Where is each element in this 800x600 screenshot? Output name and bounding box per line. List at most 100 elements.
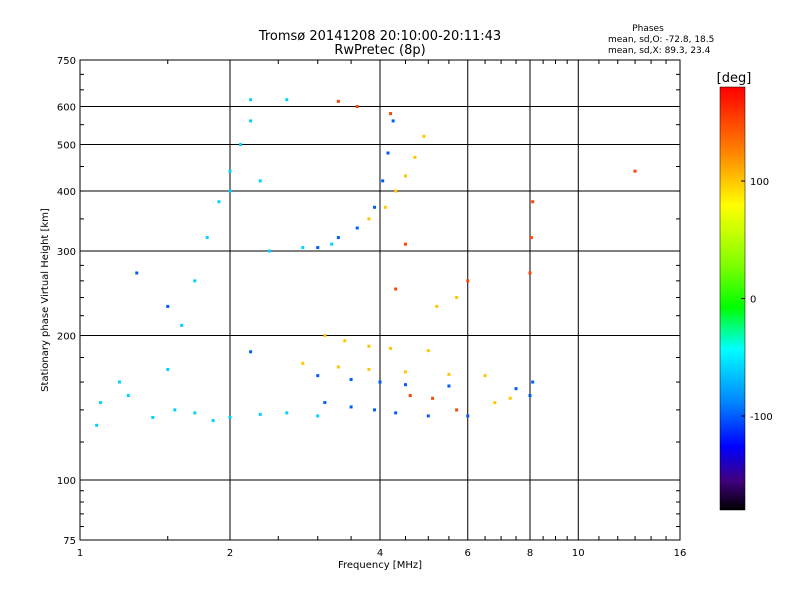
data-point (316, 246, 320, 250)
data-point (355, 226, 359, 230)
data-point (529, 236, 533, 240)
data-point (483, 374, 487, 378)
data-point (367, 344, 371, 348)
y-tick-label: 500 (57, 141, 76, 152)
data-point (228, 169, 232, 173)
data-point (336, 236, 340, 240)
data-point (455, 296, 459, 300)
data-point (426, 414, 430, 418)
data-points (95, 98, 637, 427)
x-tick-label: 8 (527, 548, 533, 559)
data-point (228, 415, 232, 419)
x-tick-label: 4 (377, 548, 383, 559)
data-point (151, 415, 155, 419)
data-point (408, 394, 412, 398)
data-point (228, 189, 232, 193)
y-tick-label: 75 (63, 536, 76, 547)
data-point (403, 174, 407, 178)
data-point (447, 372, 451, 376)
data-point (217, 200, 221, 204)
data-point (403, 383, 407, 387)
data-point (117, 380, 121, 384)
stats-line-x: mean, sd,X: 89.3, 23.4 (608, 46, 711, 56)
data-point (531, 380, 535, 384)
data-point (249, 119, 253, 123)
data-point (323, 401, 327, 405)
y-tick-label: 200 (57, 332, 76, 343)
chart-title: Tromsø 20141208 20:10:00-20:11:43 (258, 29, 501, 44)
data-point (383, 205, 387, 209)
data-point (391, 119, 395, 123)
data-point (166, 367, 170, 371)
y-tick-label: 100 (57, 476, 76, 487)
data-point (633, 169, 637, 173)
x-tick-labels: 1 2 4 6 8 10 16 (77, 548, 687, 559)
data-point (336, 365, 340, 369)
data-point (466, 279, 470, 283)
data-point (386, 151, 390, 155)
x-axis-label: Frequency [MHz] (338, 560, 422, 571)
colorbar-ticks: 100 0 -100 (741, 177, 773, 423)
data-point (355, 105, 359, 109)
y-tick-label: 300 (57, 247, 76, 258)
data-point (166, 304, 170, 308)
data-point (95, 423, 99, 427)
y-tick-label: 750 (57, 56, 76, 67)
data-point (316, 414, 320, 418)
data-point (258, 179, 262, 183)
x-tick-label: 1 (77, 548, 83, 559)
stats-line-o: mean, sd,O: -72.8, 18.5 (608, 35, 714, 45)
data-point (173, 408, 177, 412)
data-point (367, 217, 371, 221)
data-point (343, 339, 347, 343)
data-point (531, 200, 535, 204)
data-point (249, 98, 253, 102)
data-point (330, 242, 334, 246)
data-point (394, 411, 398, 415)
data-point (135, 271, 139, 275)
data-point (455, 408, 459, 412)
colorbar-tick-label: 100 (750, 177, 769, 188)
y-tick-labels: 75 100 200 300 400 500 600 750 (57, 56, 76, 547)
data-point (493, 401, 497, 405)
colorbar (719, 86, 746, 511)
data-point (422, 134, 426, 138)
data-point (403, 370, 407, 374)
y-axis-label: Stationary phase Virtual Height [km] (40, 208, 51, 392)
data-point (381, 179, 385, 183)
data-point (316, 374, 320, 378)
data-point (180, 323, 184, 327)
data-point (249, 350, 253, 354)
data-point (466, 414, 470, 418)
y-tick-label: 400 (57, 187, 76, 198)
x-tick-label: 2 (227, 548, 233, 559)
data-point (239, 143, 243, 147)
chart-subtitle: RwPretec (8p) (334, 43, 425, 58)
x-tick-label: 10 (572, 548, 585, 559)
colorbar-tick-label: -100 (750, 412, 773, 423)
data-point (323, 334, 327, 338)
colorbar-tick-label: 0 (750, 295, 756, 306)
data-point (431, 396, 435, 400)
data-point (349, 405, 353, 409)
data-point (394, 287, 398, 291)
data-point (373, 205, 377, 209)
data-point (258, 412, 262, 416)
colorbar-label: [deg] (717, 71, 752, 86)
x-tick-label: 16 (674, 548, 687, 559)
data-point (426, 349, 430, 353)
data-point (285, 98, 289, 102)
data-point (508, 396, 512, 400)
data-point (301, 246, 305, 250)
data-point (267, 249, 271, 253)
data-point (99, 401, 103, 405)
data-point (394, 189, 398, 193)
data-point (435, 304, 439, 308)
data-point (528, 271, 532, 275)
data-point (528, 394, 532, 398)
data-point (205, 236, 209, 240)
stats-title: Phases (632, 24, 664, 34)
data-point (514, 387, 518, 391)
minor-ticks (80, 60, 680, 540)
